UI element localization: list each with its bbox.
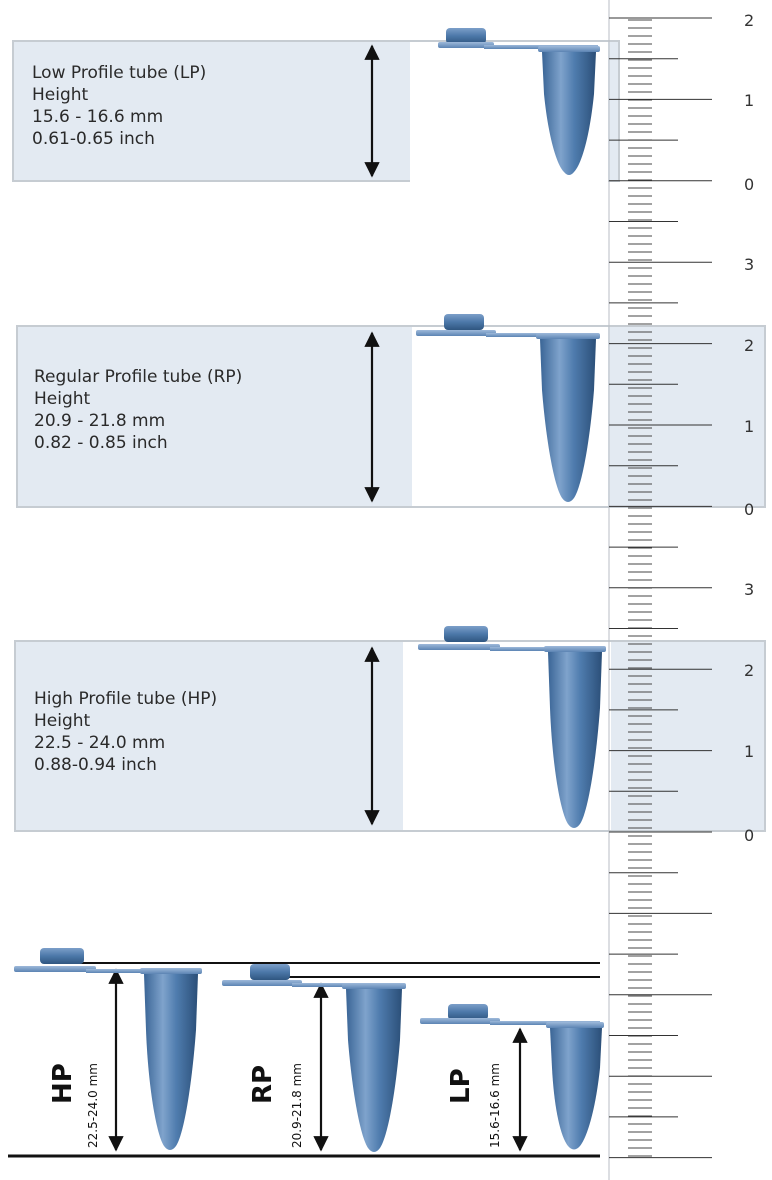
hp-info-panel bbox=[14, 640, 766, 832]
rp-ruler-label-1: 1 bbox=[744, 417, 754, 436]
hp-height-label: Height bbox=[34, 711, 91, 731]
rp-compare-label: RP bbox=[248, 1064, 278, 1104]
rp-compare-range: 20.9-21.8 mm bbox=[290, 1063, 304, 1148]
hp-height-inch: 0.88-0.94 inch bbox=[34, 755, 157, 775]
hp-name: High Profile tube (HP) bbox=[34, 689, 218, 709]
lp-tube-icon bbox=[438, 28, 600, 175]
rp-ruler-label-2: 2 bbox=[744, 336, 754, 355]
lp-compare-label: LP bbox=[446, 1068, 476, 1104]
rp-height-inch: 0.82 - 0.85 inch bbox=[34, 433, 168, 453]
lp-name: Low Profile tube (LP) bbox=[32, 63, 207, 83]
rp-height-mm: 20.9 - 21.8 mm bbox=[34, 411, 166, 431]
hp-height-arrow bbox=[364, 646, 380, 826]
lp-ruler-label-0: 0 bbox=[744, 175, 754, 194]
lp-height-arrow bbox=[364, 44, 380, 178]
hp-info-text: High Profile tube (HP) Height 22.5 - 24.… bbox=[34, 688, 217, 776]
hp-height-mm: 22.5 - 24.0 mm bbox=[34, 733, 166, 753]
hp-ruler-label-0: 0 bbox=[744, 826, 754, 845]
lp-info-text: Low Profile tube (LP) Height 15.6 - 16.6… bbox=[32, 62, 206, 150]
hp-ruler-label-1: 1 bbox=[744, 742, 754, 761]
lp-height-inch: 0.61-0.65 inch bbox=[32, 129, 155, 149]
hp-ruler-label-2: 2 bbox=[744, 661, 754, 680]
hp-ruler-label-3: 3 bbox=[744, 580, 754, 599]
ruler-major-ticks bbox=[609, 17, 712, 1159]
hp-tube-icon bbox=[418, 626, 606, 828]
lp-height-label: Height bbox=[32, 85, 89, 105]
hp-compare-label: HP bbox=[48, 1063, 78, 1104]
rp-tube-icon bbox=[416, 314, 600, 502]
rp-name: Regular Profile tube (RP) bbox=[34, 367, 243, 387]
rp-ruler-label-0: 0 bbox=[744, 500, 754, 519]
hp-compare-tube-icon bbox=[14, 948, 202, 1150]
rp-height-label: Height bbox=[34, 389, 91, 409]
rp-height-arrow bbox=[364, 331, 380, 503]
rp-info-text: Regular Profile tube (RP) Height 20.9 - … bbox=[34, 366, 242, 454]
ruler-minor-ticks bbox=[628, 19, 652, 1157]
lp-compare-tube-icon bbox=[420, 1004, 604, 1150]
rp-compare-tube-icon bbox=[222, 964, 406, 1152]
lp-height-mm: 15.6 - 16.6 mm bbox=[32, 107, 164, 127]
rp-ruler-label-3: 3 bbox=[744, 255, 754, 274]
lp-ruler-label-2: 2 bbox=[744, 11, 754, 30]
lp-ruler-label-1: 1 bbox=[744, 91, 754, 110]
lp-compare-range: 15.6-16.6 mm bbox=[488, 1063, 502, 1148]
hp-compare-range: 22.5-24.0 mm bbox=[86, 1063, 100, 1148]
